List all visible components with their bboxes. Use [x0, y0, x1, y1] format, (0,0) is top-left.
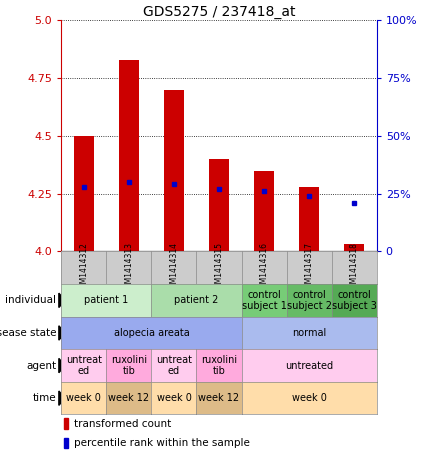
Text: alopecia areata: alopecia areata	[113, 328, 189, 338]
Bar	[299, 187, 319, 251]
Text: control
subject 2: control subject 2	[286, 289, 332, 311]
Text: disease state: disease state	[0, 328, 57, 338]
Bar	[209, 159, 229, 251]
Bar	[74, 136, 94, 251]
Bar	[164, 90, 184, 251]
Text: GSM1414316: GSM1414316	[260, 242, 268, 293]
Text: week 12: week 12	[108, 393, 149, 403]
Text: transformed count: transformed count	[74, 419, 171, 429]
Text: GSM1414317: GSM1414317	[304, 242, 314, 293]
Text: agent: agent	[26, 361, 57, 371]
Text: time: time	[33, 393, 57, 403]
Title: GDS5275 / 237418_at: GDS5275 / 237418_at	[143, 5, 295, 19]
Text: untreated: untreated	[285, 361, 333, 371]
Text: GSM1414318: GSM1414318	[350, 242, 359, 293]
Text: control
subject 3: control subject 3	[332, 289, 377, 311]
Text: untreat
ed: untreat ed	[156, 355, 192, 376]
Text: GSM1414315: GSM1414315	[215, 242, 223, 293]
Text: normal: normal	[292, 328, 326, 338]
Text: patient 1: patient 1	[84, 295, 128, 305]
Text: week 12: week 12	[198, 393, 240, 403]
Text: patient 2: patient 2	[174, 295, 219, 305]
Polygon shape	[59, 358, 65, 373]
Polygon shape	[59, 293, 65, 308]
Bar	[344, 245, 364, 251]
Text: week 0: week 0	[67, 393, 101, 403]
Text: week 0: week 0	[156, 393, 191, 403]
Text: GSM1414312: GSM1414312	[79, 242, 88, 293]
Bar	[64, 438, 67, 448]
Text: GSM1414313: GSM1414313	[124, 242, 134, 293]
Bar	[254, 171, 274, 251]
Text: percentile rank within the sample: percentile rank within the sample	[74, 438, 250, 448]
Bar	[119, 60, 139, 251]
Text: individual: individual	[5, 295, 57, 305]
Text: ruxolini
tib: ruxolini tib	[111, 355, 147, 376]
Text: untreat
ed: untreat ed	[66, 355, 102, 376]
Text: control
subject 1: control subject 1	[242, 289, 286, 311]
Text: week 0: week 0	[292, 393, 327, 403]
Polygon shape	[59, 326, 65, 340]
Bar	[64, 419, 67, 429]
Polygon shape	[59, 391, 65, 405]
Text: ruxolini
tib: ruxolini tib	[201, 355, 237, 376]
Text: GSM1414314: GSM1414314	[170, 242, 178, 293]
